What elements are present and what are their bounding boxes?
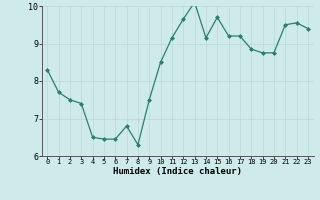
X-axis label: Humidex (Indice chaleur): Humidex (Indice chaleur) — [113, 167, 242, 176]
